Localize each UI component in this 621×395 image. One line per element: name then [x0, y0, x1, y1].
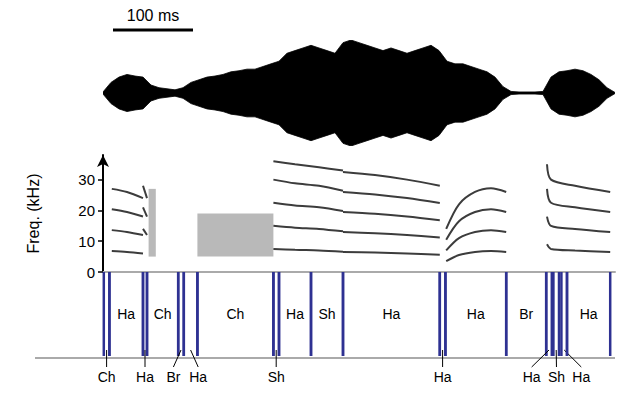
svg-text:Ha: Ha	[189, 369, 207, 385]
svg-text:30: 30	[78, 171, 95, 188]
svg-text:Ha: Ha	[572, 369, 590, 385]
svg-text:Br: Br	[519, 306, 533, 322]
svg-text:Ha: Ha	[434, 369, 452, 385]
svg-text:Freq. (kHz): Freq. (kHz)	[25, 174, 42, 254]
svg-text:Ch: Ch	[154, 306, 172, 322]
svg-text:Ch: Ch	[226, 306, 244, 322]
svg-text:Sh: Sh	[548, 369, 565, 385]
svg-text:Sh: Sh	[268, 369, 285, 385]
svg-text:10: 10	[78, 233, 95, 250]
svg-text:100 ms: 100 ms	[127, 7, 179, 24]
svg-text:Ha: Ha	[580, 306, 598, 322]
svg-text:0: 0	[87, 264, 95, 281]
svg-text:Sh: Sh	[318, 306, 335, 322]
svg-text:Ha: Ha	[382, 306, 400, 322]
svg-text:Ha: Ha	[117, 306, 135, 322]
svg-text:Ch: Ch	[98, 369, 116, 385]
svg-text:Br: Br	[166, 369, 180, 385]
svg-text:Ha: Ha	[136, 369, 154, 385]
svg-text:20: 20	[78, 202, 95, 219]
svg-text:Ha: Ha	[523, 369, 541, 385]
svg-text:Ha: Ha	[467, 306, 485, 322]
svg-text:Ha: Ha	[286, 306, 304, 322]
